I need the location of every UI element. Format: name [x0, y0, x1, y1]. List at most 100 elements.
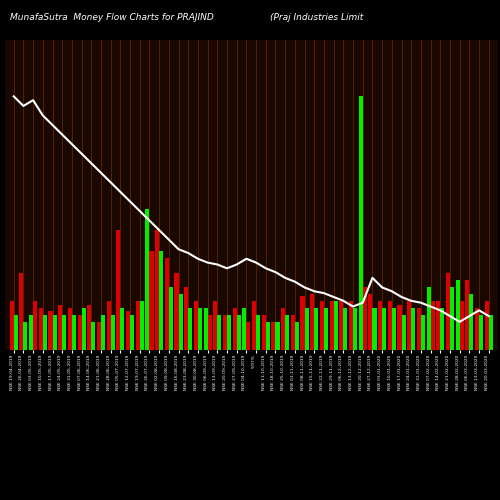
Bar: [101, 315, 105, 350]
Bar: [38, 308, 43, 350]
Bar: [130, 315, 134, 350]
Bar: [281, 308, 285, 350]
Bar: [159, 252, 163, 350]
Bar: [440, 308, 444, 350]
Bar: [110, 315, 114, 350]
Bar: [450, 286, 454, 350]
Bar: [33, 300, 37, 350]
Bar: [120, 308, 124, 350]
Bar: [484, 300, 489, 350]
Bar: [256, 315, 260, 350]
Bar: [266, 322, 270, 350]
Bar: [475, 308, 479, 350]
Bar: [62, 315, 66, 350]
Bar: [242, 308, 246, 350]
Bar: [43, 315, 47, 350]
Bar: [48, 310, 52, 350]
Bar: [362, 286, 367, 350]
Bar: [155, 230, 159, 350]
Bar: [314, 308, 318, 350]
Bar: [378, 300, 382, 350]
Bar: [368, 294, 372, 350]
Bar: [392, 308, 396, 350]
Bar: [262, 315, 266, 350]
Bar: [58, 305, 62, 350]
Bar: [407, 300, 411, 350]
Bar: [353, 308, 357, 350]
Bar: [184, 286, 188, 350]
Bar: [430, 300, 434, 350]
Bar: [52, 315, 56, 350]
Bar: [68, 308, 72, 350]
Bar: [276, 322, 280, 350]
Bar: [388, 300, 392, 350]
Bar: [446, 272, 450, 350]
Bar: [213, 300, 218, 350]
Bar: [188, 308, 192, 350]
Bar: [178, 294, 182, 350]
Bar: [340, 300, 344, 350]
Bar: [460, 300, 464, 350]
Bar: [421, 315, 425, 350]
Bar: [479, 315, 483, 350]
Bar: [349, 300, 353, 350]
Bar: [252, 300, 256, 350]
Bar: [436, 300, 440, 350]
Bar: [291, 315, 295, 350]
Bar: [194, 300, 198, 350]
Bar: [470, 294, 474, 350]
Bar: [106, 300, 110, 350]
Bar: [227, 315, 231, 350]
Bar: [358, 96, 362, 350]
Bar: [165, 258, 169, 350]
Bar: [489, 315, 493, 350]
Bar: [232, 308, 236, 350]
Bar: [82, 308, 86, 350]
Bar: [169, 286, 173, 350]
Bar: [382, 308, 386, 350]
Bar: [398, 305, 402, 350]
Bar: [330, 300, 334, 350]
Bar: [344, 308, 347, 350]
Bar: [208, 315, 212, 350]
Bar: [236, 315, 241, 350]
Bar: [24, 322, 28, 350]
Bar: [310, 294, 314, 350]
Bar: [97, 322, 101, 350]
Bar: [324, 308, 328, 350]
Bar: [372, 308, 376, 350]
Bar: [426, 286, 430, 350]
Bar: [140, 300, 144, 350]
Bar: [204, 308, 208, 350]
Bar: [272, 322, 276, 350]
Bar: [29, 315, 33, 350]
Bar: [411, 308, 416, 350]
Bar: [116, 230, 120, 350]
Bar: [417, 308, 421, 350]
Bar: [92, 322, 96, 350]
Bar: [146, 209, 150, 350]
Bar: [150, 252, 154, 350]
Bar: [402, 315, 406, 350]
Bar: [10, 300, 14, 350]
Bar: [304, 308, 308, 350]
Bar: [295, 322, 299, 350]
Bar: [136, 300, 140, 350]
Text: MunafaSutra  Money Flow Charts for PRAJIND: MunafaSutra Money Flow Charts for PRAJIN…: [10, 12, 214, 22]
Bar: [456, 280, 460, 350]
Bar: [300, 296, 304, 350]
Bar: [466, 280, 469, 350]
Bar: [87, 305, 92, 350]
Bar: [246, 322, 250, 350]
Bar: [20, 272, 24, 350]
Bar: [72, 315, 76, 350]
Bar: [14, 315, 18, 350]
Bar: [174, 272, 178, 350]
Bar: [334, 300, 338, 350]
Bar: [223, 315, 227, 350]
Bar: [126, 310, 130, 350]
Bar: [198, 308, 202, 350]
Bar: [285, 315, 290, 350]
Bar: [78, 315, 82, 350]
Bar: [218, 315, 222, 350]
